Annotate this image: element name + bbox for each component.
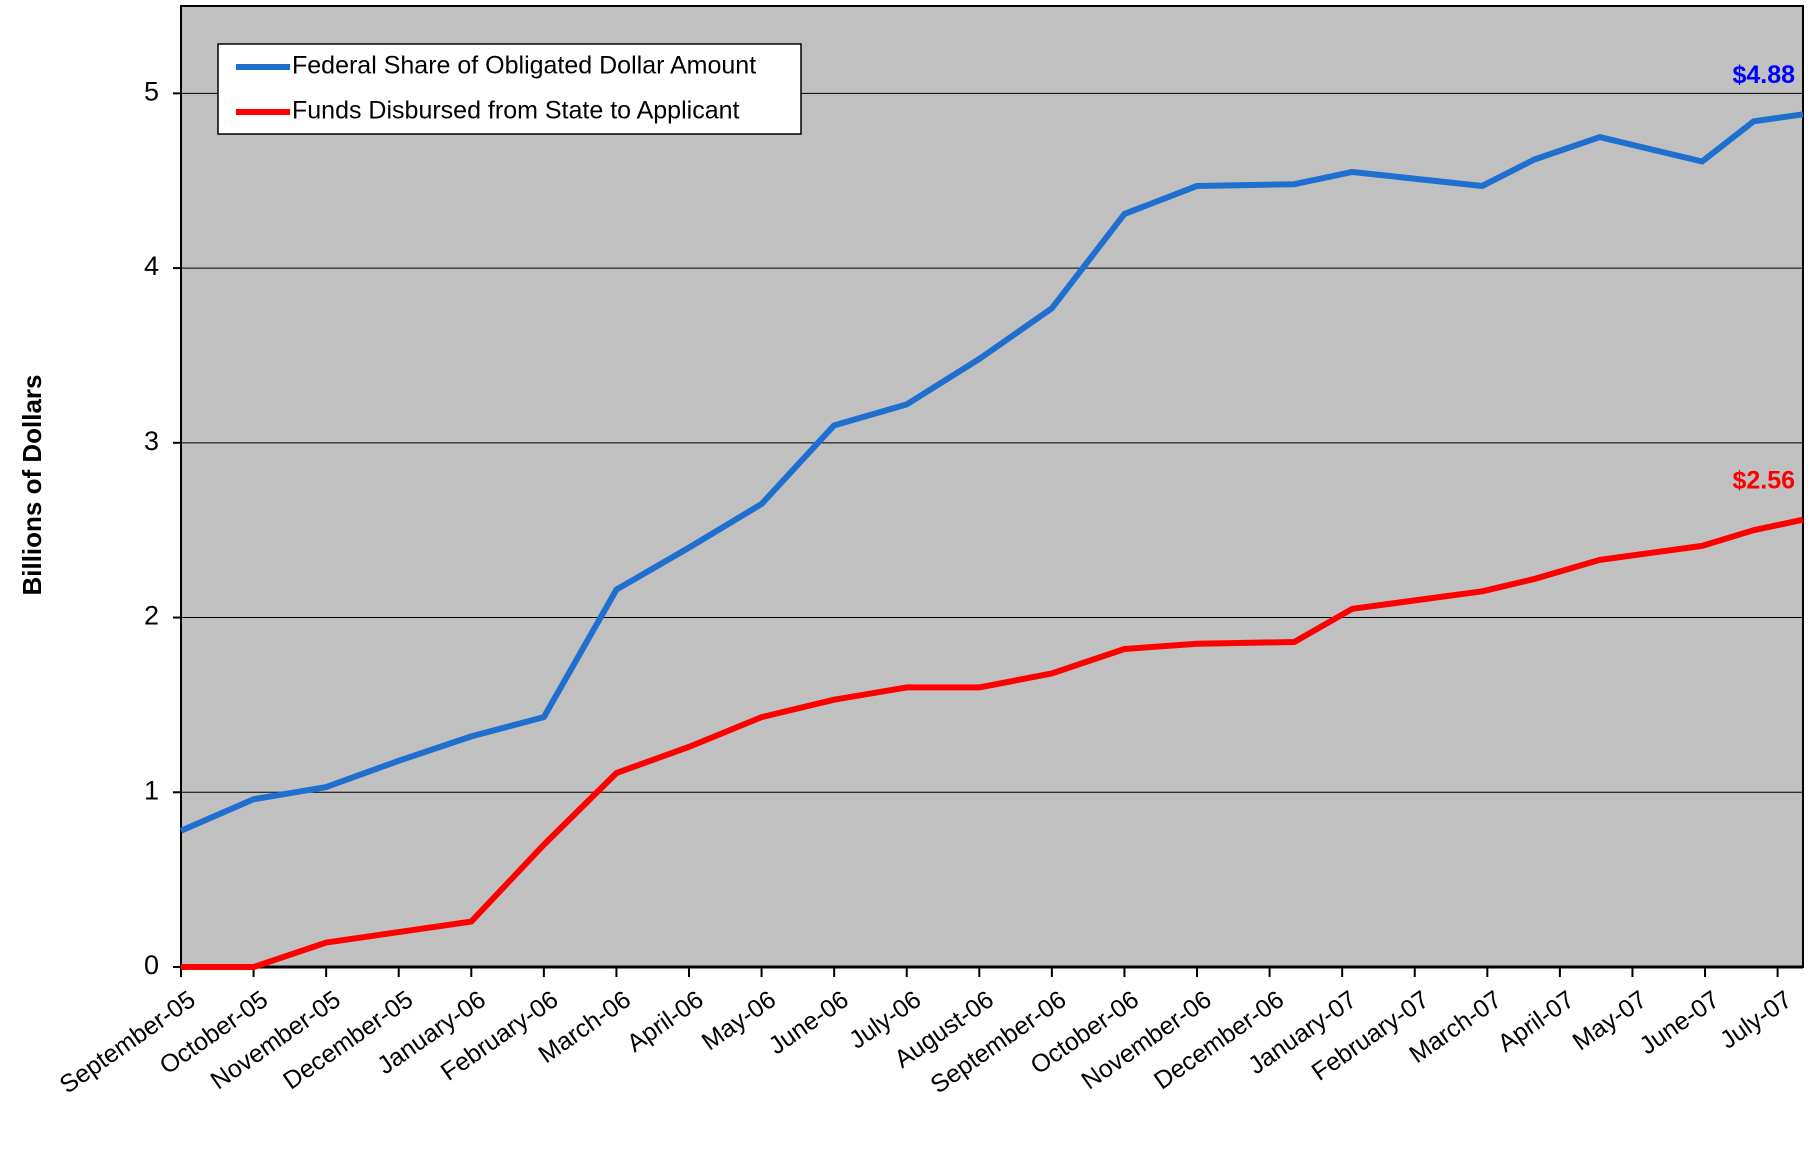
- x-tick-label: April-07: [1493, 985, 1580, 1057]
- series-line: [179, 111, 1804, 834]
- legend-label: Funds Disbursed from State to Applicant: [292, 97, 740, 125]
- y-tick-label: 0: [144, 950, 159, 980]
- legend-label: Federal Share of Obligated Dollar Amount: [292, 52, 756, 80]
- x-tick-label: June-06: [764, 985, 854, 1060]
- y-tick-label: 2: [144, 601, 159, 631]
- x-tick-label: June-07: [1634, 985, 1724, 1060]
- y-axis-title: Billions of Dollars: [17, 374, 47, 595]
- y-tick-label: 4: [144, 251, 159, 281]
- y-tick-label: 1: [144, 775, 159, 805]
- end-label: $2.56: [1732, 466, 1795, 494]
- x-tick-label: July-07: [1715, 985, 1797, 1054]
- plot-area: [181, 6, 1803, 967]
- series-line: [181, 516, 1804, 970]
- x-tick-label: April-06: [622, 985, 709, 1057]
- legend-box: [217, 43, 802, 135]
- end-label: $4.88: [1732, 61, 1795, 89]
- y-tick-label: 5: [144, 76, 159, 106]
- y-tick-label: 3: [144, 426, 159, 456]
